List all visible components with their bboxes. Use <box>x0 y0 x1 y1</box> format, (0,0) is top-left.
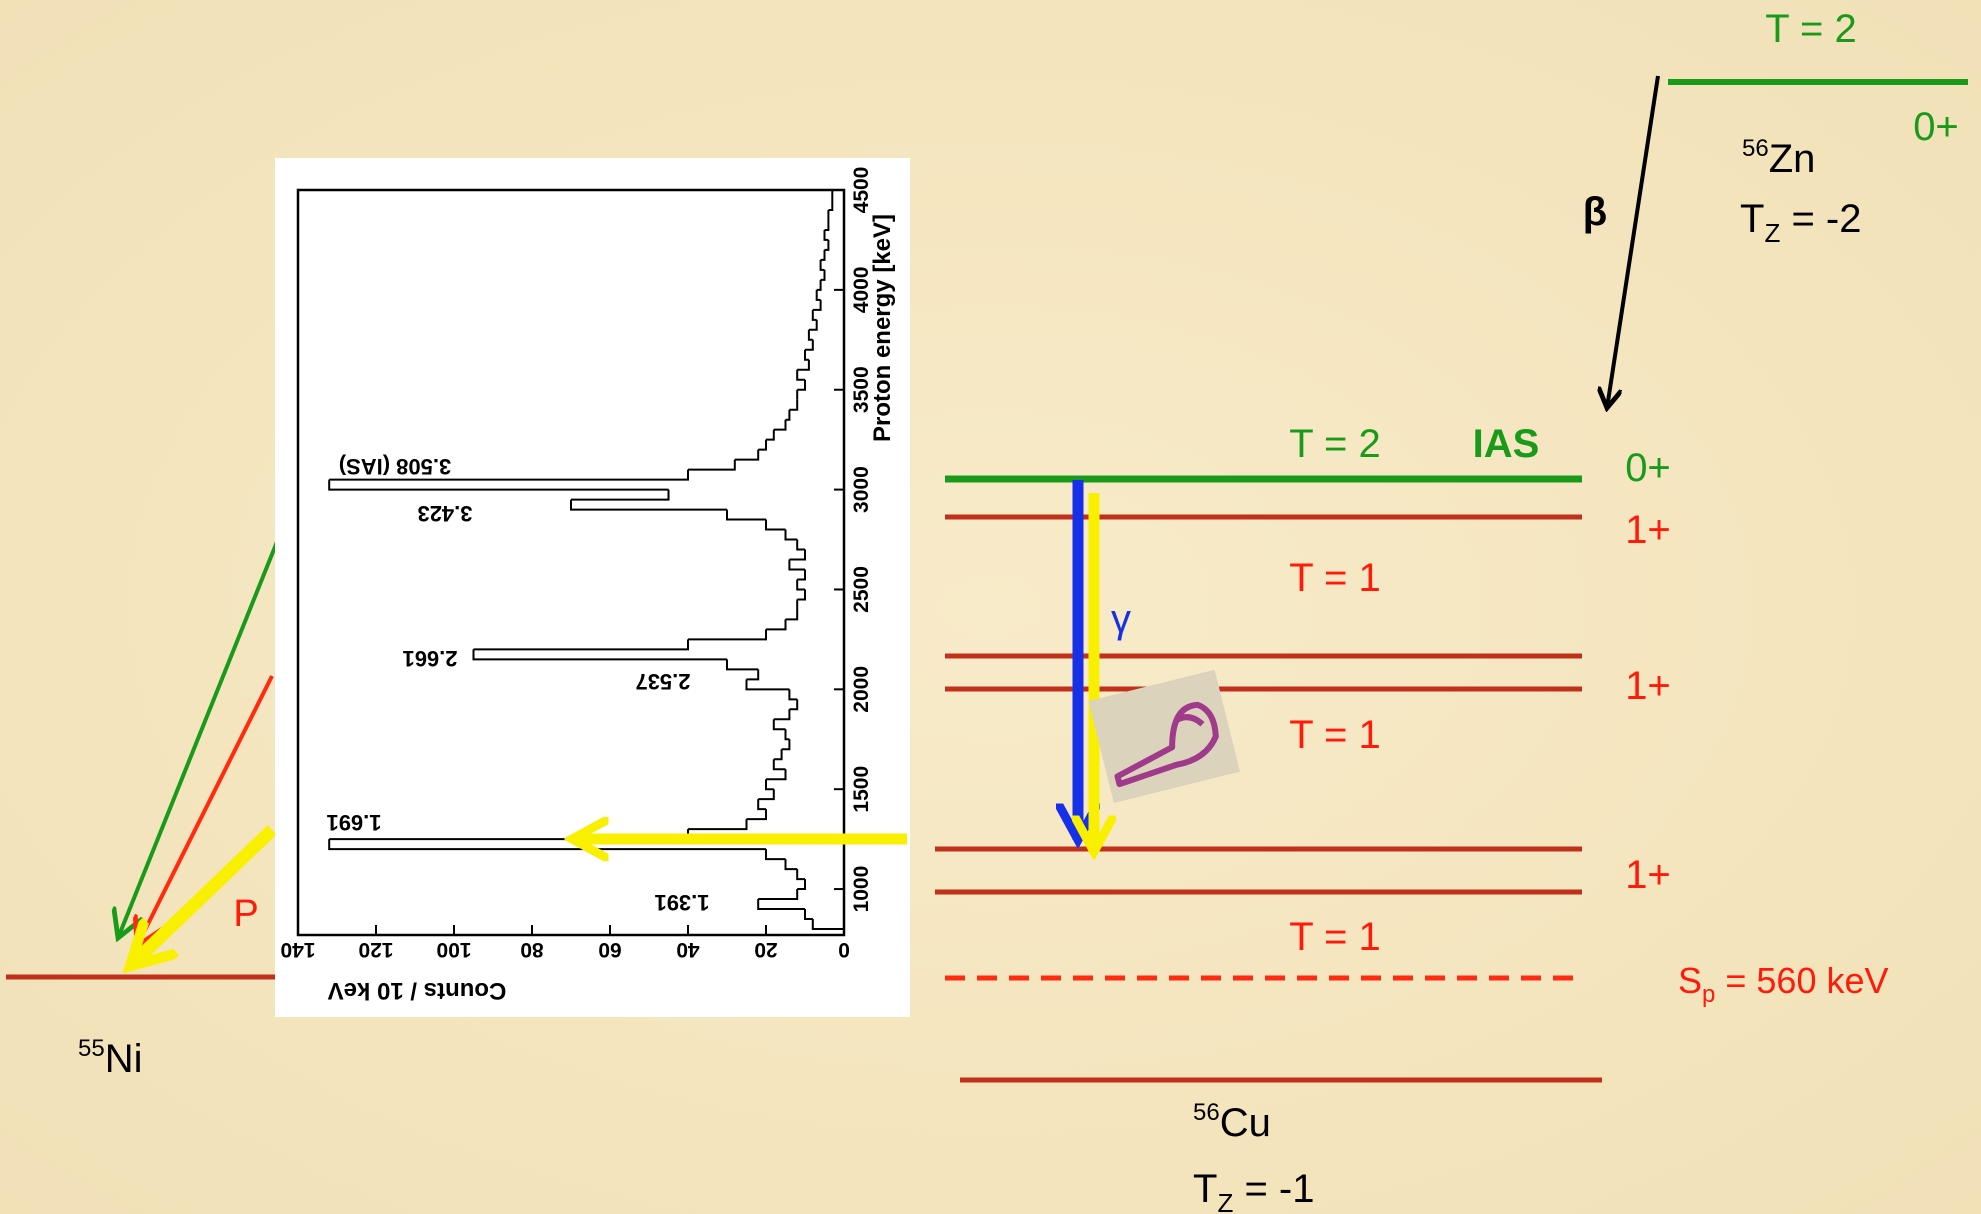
ias-label: IAS <box>1473 422 1540 466</box>
diagram: T = 2 0+ 56Zn TZ = -2 β T = 2 IAS 0+ 1+ … <box>0 0 1981 1214</box>
x-tick-label: 1000 <box>850 866 873 913</box>
element: Ni <box>105 1037 143 1081</box>
y-tick-label: 140 <box>280 938 315 961</box>
peak-label: 3.508 (IAS) <box>339 454 452 479</box>
spin: 1+ <box>1625 508 1671 552</box>
spectrum-panel <box>275 158 910 1017</box>
ias-spin: 0+ <box>1625 446 1671 490</box>
y-axis-label: Counts / 10 keV <box>328 977 507 1004</box>
tz-letter: T <box>1740 197 1764 241</box>
tz-letter: T <box>1193 1167 1217 1211</box>
x-tick-label: 3000 <box>850 466 873 513</box>
mass-number: 56 <box>1193 1099 1220 1126</box>
isospin: T = 1 <box>1289 713 1381 757</box>
beta-label: β <box>1583 190 1607 234</box>
spin: 1+ <box>1625 664 1671 708</box>
proton-label: P <box>233 893 258 935</box>
peak-label: 3.423 <box>417 501 472 526</box>
tz-sub: Z <box>1217 1188 1233 1214</box>
peak-label: 2.537 <box>635 669 690 694</box>
zn-tz: TZ = -2 <box>1740 197 1861 248</box>
tz-value: = -1 <box>1233 1167 1314 1211</box>
y-tick-label: 120 <box>358 938 393 961</box>
sp-sub: p <box>1702 981 1715 1008</box>
x-tick-label: 1500 <box>850 766 873 813</box>
gamma-label: γ <box>1111 597 1131 641</box>
x-tick-label: 2500 <box>850 566 873 613</box>
ias-isospin: T = 2 <box>1289 422 1381 466</box>
peak-label: 2.661 <box>402 646 457 671</box>
zn-isospin: T = 2 <box>1765 7 1857 51</box>
page: {"zn56": {"isospin": "T = 2", "spin": "0… <box>0 0 1981 1214</box>
cu-tz: TZ = -1 <box>1193 1167 1314 1214</box>
isospin: T = 1 <box>1289 915 1381 959</box>
x-tick-label: 2000 <box>850 666 873 713</box>
y-tick-label: 60 <box>598 938 621 961</box>
y-tick-label: 80 <box>520 938 543 961</box>
tz-value: = -2 <box>1780 197 1861 241</box>
zn-spin: 0+ <box>1913 105 1959 149</box>
y-tick-label: 40 <box>676 938 699 961</box>
y-tick-label: 20 <box>754 938 777 961</box>
element: Cu <box>1220 1101 1271 1145</box>
mass-number: 55 <box>78 1035 105 1062</box>
y-tick-label: 100 <box>436 938 471 961</box>
y-tick-label: 0 <box>838 938 850 961</box>
spin: 1+ <box>1625 853 1671 897</box>
peak-label: 1.691 <box>326 810 381 835</box>
sp-letter: S <box>1678 960 1702 1001</box>
sp-value: = 560 keV <box>1715 960 1888 1001</box>
peak-label: 1.391 <box>654 890 709 915</box>
isospin: T = 1 <box>1289 556 1381 600</box>
tz-sub: Z <box>1764 218 1780 248</box>
x-axis-label: Proton energy [keV] <box>869 214 896 442</box>
x-tick-label: 4500 <box>850 167 873 214</box>
mass-number: 56 <box>1742 135 1769 162</box>
element: Zn <box>1769 137 1816 181</box>
